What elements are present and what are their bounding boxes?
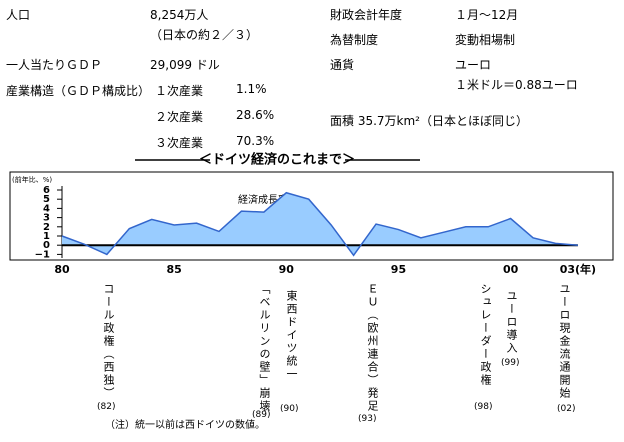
label: 財政会計年度 [330, 8, 403, 22]
y-tick-label: 3 [43, 213, 50, 224]
note: １米ドル＝0.88ユーロ [455, 78, 578, 92]
x-tick-label: 03(年) [560, 262, 596, 276]
area [62, 192, 578, 256]
y-tick-label: −1 [35, 249, 50, 260]
value: 70.3% [236, 134, 275, 148]
chart-frame [9, 171, 614, 261]
event-label: ユーロ導入 [505, 290, 518, 355]
label: 一人当たりＧＤＰ [6, 58, 103, 72]
y-tick-label: 1 [43, 231, 50, 242]
event-year: (90) [280, 404, 299, 414]
event-label: ＥＵ（欧州連合）発足 [366, 283, 379, 413]
value: 28.6% [236, 108, 275, 122]
event-label: ユーロ現金流通開始 [558, 283, 571, 400]
label: １次産業 [155, 84, 204, 98]
value: ユーロ [455, 58, 492, 72]
y-tick-label: 4 [43, 203, 50, 214]
label: 人口 [6, 8, 31, 22]
area: 面積 35.7万km²（日本とほぼ同じ） [330, 114, 528, 128]
value: １月～12月 [455, 8, 519, 22]
label: ３次産業 [155, 136, 204, 150]
event-label: 東西ドイツ統一 [285, 290, 298, 381]
value: 1.1% [236, 82, 267, 96]
y-tick-label: 0 [43, 240, 50, 251]
x-tick-label: 90 [279, 263, 295, 276]
value: 8,254万人 [150, 8, 209, 22]
event-label: シュレーダー政権 [479, 283, 492, 387]
event-label: 「ベルリンの壁」崩壊 [258, 283, 271, 413]
value: 29,099 ドル [150, 58, 220, 72]
event-year: (98) [474, 402, 493, 412]
line [61, 191, 578, 257]
label: 産業構造（ＧＤＰ構成比） [6, 84, 151, 98]
y-tick-label: 6 [43, 185, 50, 196]
event-year: (89) [252, 410, 271, 420]
section-title: ＜ドイツ経済のこれまで＞ [199, 152, 355, 168]
y-tick-label: 2 [43, 222, 50, 233]
label: 為替制度 [330, 33, 379, 47]
y-axis-label: (前年比、%) [12, 175, 52, 184]
event-year: (02) [557, 404, 576, 414]
event-year: (93) [358, 414, 377, 424]
event-label: コール政権（西独） [102, 283, 115, 400]
x-tick-label: 85 [166, 263, 181, 276]
event-year: (82) [97, 402, 116, 412]
event-year: (99) [501, 358, 520, 368]
value: 変動相場制 [455, 33, 516, 47]
note: （日本の約２／３） [150, 28, 259, 42]
x-tick-label: 00 [503, 263, 519, 276]
footnote: （注）統一以前は西ドイツの数値。 [105, 418, 265, 431]
x-tick-label: 80 [54, 263, 70, 276]
y-tick-label: 5 [43, 194, 50, 205]
label: 通貨 [330, 58, 355, 72]
x-tick-label: 95 [391, 263, 406, 276]
label: ２次産業 [155, 110, 204, 124]
